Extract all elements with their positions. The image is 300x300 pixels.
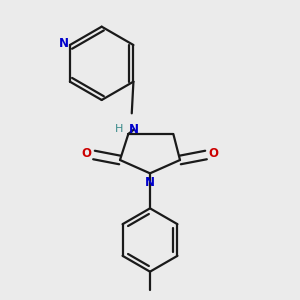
Text: N: N — [145, 176, 155, 189]
Text: O: O — [208, 147, 218, 160]
Text: N: N — [129, 123, 139, 136]
Text: O: O — [82, 147, 92, 160]
Text: N: N — [59, 37, 69, 50]
Text: H: H — [115, 124, 123, 134]
